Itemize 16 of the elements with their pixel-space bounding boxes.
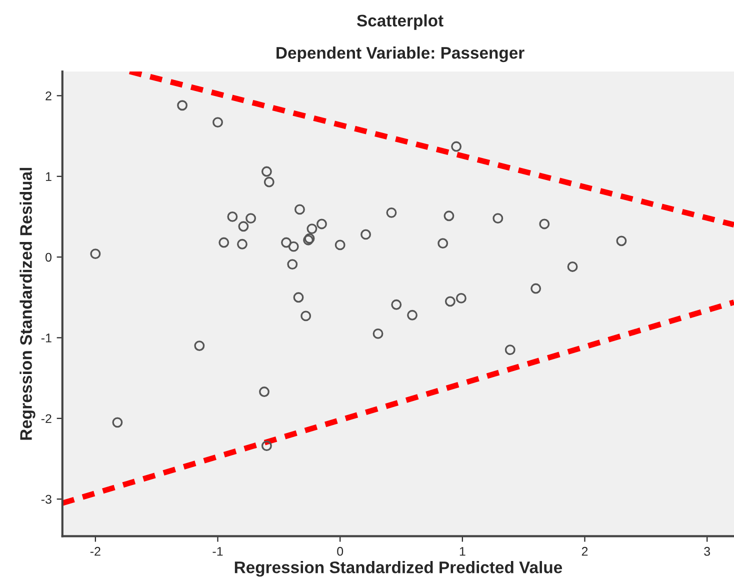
x-tick-label: -1 — [212, 547, 223, 556]
y-tick-label: 2 — [46, 91, 52, 100]
y-tick-label: 1 — [46, 172, 52, 181]
x-tick-label: -2 — [90, 546, 100, 556]
y-tick-label: 0 — [46, 252, 52, 262]
y-tick-label: -3 — [41, 494, 52, 504]
y-axis-title: Regression Standardized Residual — [20, 168, 36, 440]
x-axis-title: Regression Standardized Predicted Value — [234, 561, 562, 577]
x-tick-label: 0 — [337, 546, 344, 556]
x-tick-label: 2 — [582, 546, 588, 556]
y-tick-label: -2 — [41, 414, 52, 423]
x-tick-label: 1 — [460, 547, 466, 556]
chart-subtitle: Dependent Variable: Passenger — [276, 46, 524, 62]
y-tick-label: -1 — [41, 334, 52, 342]
x-tick-label: 3 — [704, 546, 710, 556]
chart-title: Scatterplot — [356, 14, 444, 30]
